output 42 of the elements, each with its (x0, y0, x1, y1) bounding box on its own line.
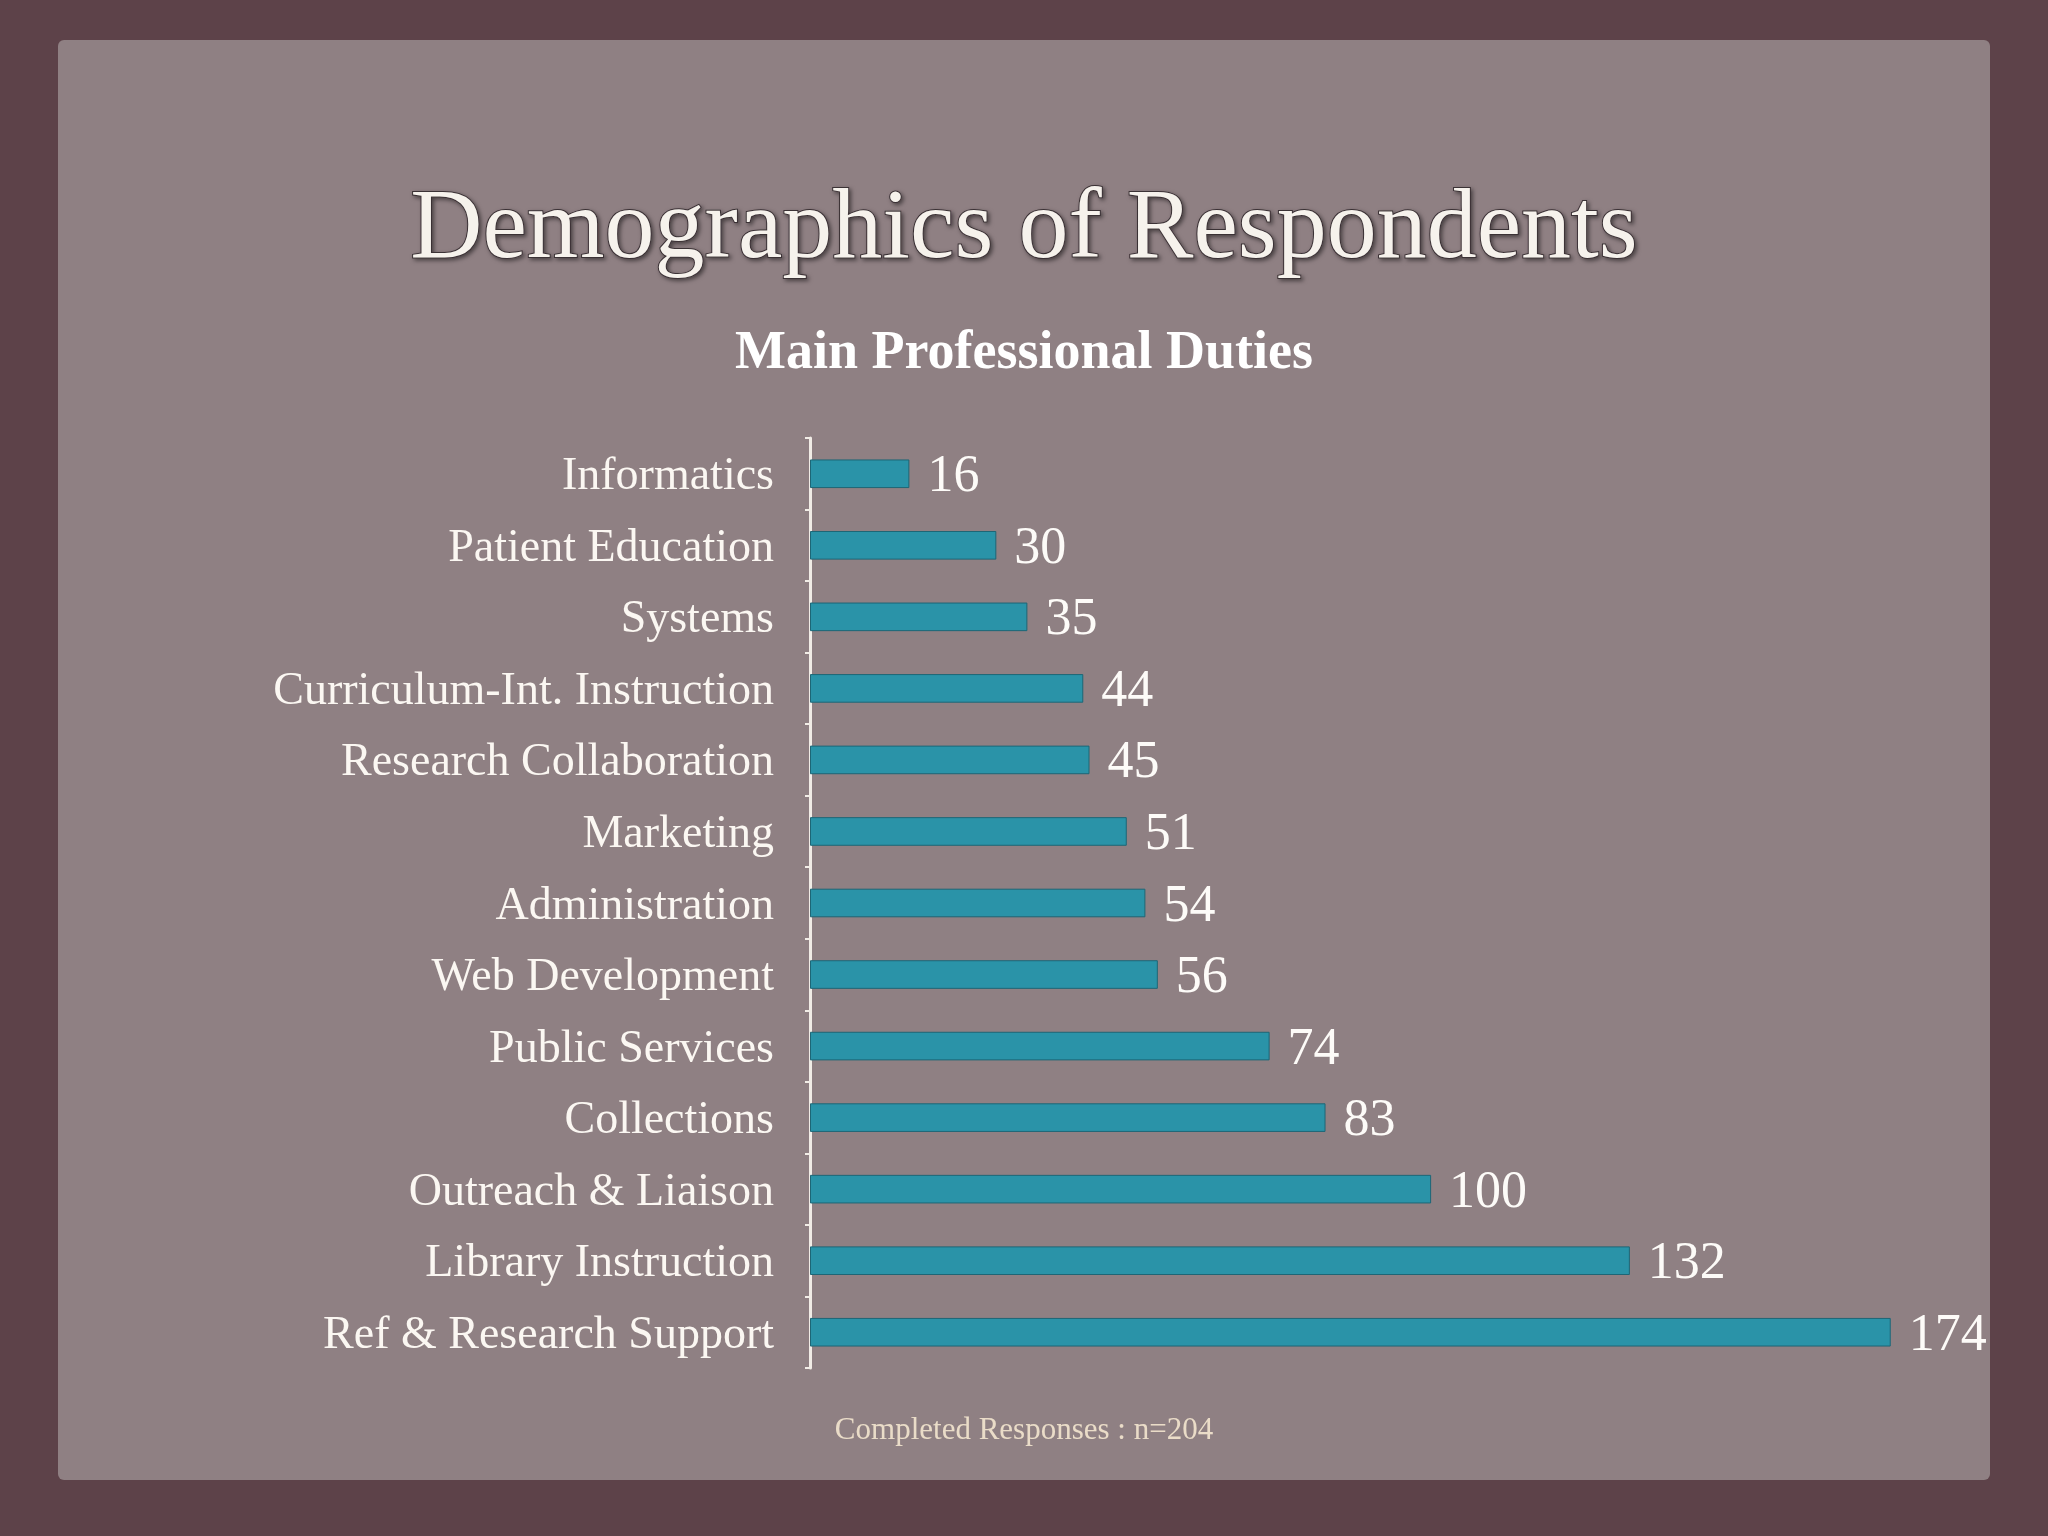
bar (810, 817, 1127, 846)
bar (810, 1103, 1326, 1132)
data-label: 44 (1101, 659, 1154, 717)
y-tick-label: Outreach & Liaison (408, 1163, 774, 1215)
y-tick-label: Systems (620, 591, 774, 643)
data-label: 45 (1107, 731, 1160, 789)
data-label: 83 (1343, 1089, 1396, 1147)
data-label: 74 (1287, 1017, 1340, 1075)
text: Completed Responses : n=204 (834, 1411, 1214, 1446)
data-label: 35 (1045, 588, 1098, 646)
y-tick-label: Collections (564, 1092, 774, 1144)
data-label: 56 (1175, 946, 1228, 1004)
data-label: 16 (927, 445, 980, 503)
bar (810, 459, 910, 489)
bar (810, 745, 1090, 775)
data-label: 54 (1163, 874, 1216, 932)
bar (810, 1246, 1630, 1275)
y-tick-label: Web Development (431, 949, 775, 1001)
bar (810, 602, 1028, 632)
data-label: 174 (1908, 1303, 1987, 1361)
bar (810, 1031, 1270, 1061)
data-label: 30 (1014, 516, 1067, 574)
data-label: 132 (1647, 1232, 1726, 1290)
bar (810, 960, 1158, 989)
chart-subtitle: Main Professional Duties (735, 320, 1313, 380)
y-tick-label: Public Services (489, 1020, 774, 1072)
y-tick-label: Administration (495, 877, 774, 929)
y-tick-label: Research Collaboration (340, 734, 774, 786)
y-tick-label: Library Instruction (425, 1235, 774, 1287)
y-tick-label: Curriculum-Int. Instruction (273, 662, 774, 714)
y-tick-label: Marketing (582, 805, 774, 857)
bar (810, 888, 1146, 918)
data-label: 100 (1449, 1160, 1528, 1218)
bar (810, 1317, 1891, 1347)
data-label: 51 (1144, 802, 1197, 860)
y-tick-label: Patient Education (448, 519, 774, 571)
y-tick-label: Informatics (561, 448, 774, 500)
y-tick-label: Ref & Research Support (323, 1306, 775, 1358)
bar (810, 531, 997, 560)
chart-title: Demographics of Respondents (410, 167, 1638, 279)
bar (810, 1174, 1432, 1204)
bar (810, 674, 1084, 703)
